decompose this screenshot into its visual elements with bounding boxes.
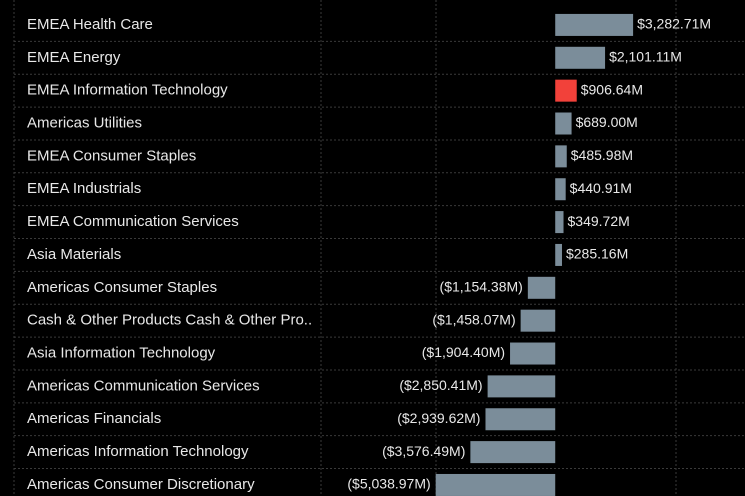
category-label: Asia Information Technology (27, 344, 216, 361)
category-label: EMEA Health Care (27, 16, 153, 33)
value-label: $485.98M (571, 147, 633, 163)
category-label: EMEA Energy (27, 49, 121, 66)
category-label: EMEA Industrials (27, 180, 141, 197)
value-label: $906.64M (581, 81, 643, 97)
bar (555, 211, 564, 234)
value-label: ($5,038.97M) (347, 476, 430, 492)
category-label: EMEA Information Technology (27, 82, 228, 99)
value-label: $3,282.71M (637, 16, 711, 32)
bar (555, 112, 572, 135)
value-label: $2,101.11M (609, 48, 682, 64)
bar (555, 13, 634, 36)
category-label: Asia Materials (27, 246, 121, 263)
category-label: Americas Consumer Discretionary (27, 476, 255, 493)
category-label: Cash & Other Products Cash & Other Pro.. (27, 312, 312, 329)
value-label: ($1,458.07M) (432, 311, 515, 327)
value-label: $349.72M (568, 213, 630, 229)
bar (555, 178, 566, 201)
bar (510, 342, 556, 365)
category-label: EMEA Communication Services (27, 213, 239, 230)
category-label: Americas Information Technology (27, 443, 249, 460)
bar (485, 408, 556, 431)
bar (555, 145, 567, 168)
category-label: Americas Financials (27, 410, 161, 427)
bar (555, 79, 577, 102)
category-label: EMEA Consumer Staples (27, 147, 196, 164)
category-label: Americas Utilities (27, 114, 142, 131)
bar (487, 375, 556, 398)
value-label: ($1,904.40M) (422, 344, 505, 360)
value-label: ($3,576.49M) (382, 443, 465, 459)
bar (555, 46, 606, 69)
value-label: ($2,850.41M) (399, 377, 482, 393)
value-label: $689.00M (576, 114, 638, 130)
bar (527, 276, 556, 299)
value-label: $440.91M (570, 180, 632, 196)
bar (555, 243, 562, 266)
category-label: Americas Consumer Staples (27, 279, 217, 296)
grid-decoration (13, 0, 677, 496)
value-label: $285.16M (566, 246, 628, 262)
value-label: ($1,154.38M) (440, 279, 523, 295)
bar (435, 473, 556, 496)
value-label: ($2,939.62M) (397, 410, 480, 426)
category-label: Americas Communication Services (27, 377, 260, 394)
bar (470, 441, 556, 464)
bar (520, 309, 556, 332)
